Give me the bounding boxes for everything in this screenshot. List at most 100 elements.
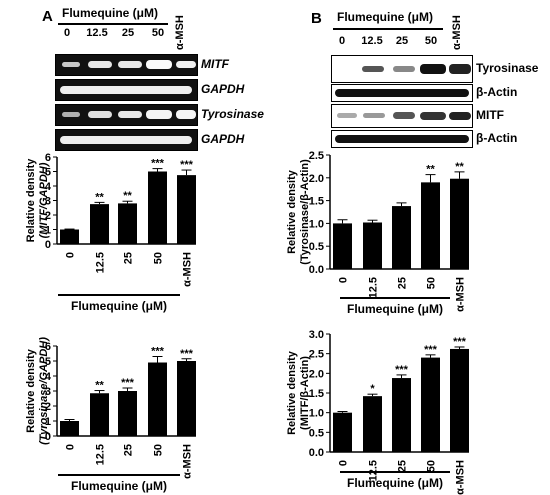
blot-mitf [331,104,473,128]
band [393,66,415,72]
band [60,136,192,144]
chart-3-ylabel-line1: Relative density [286,350,298,435]
chart-3-y-tick-label: 3.0 [309,329,324,341]
panel-b-lane-12-5: 12.5 [361,35,383,47]
chart-1-x-tick-label: 12.5 [95,444,107,465]
band [420,112,446,120]
blot-label-beta-actin-1: β-Actin [476,85,518,99]
panel-a-lane-25: 25 [121,27,135,39]
chart-1-significance: *** [151,346,165,358]
chart-2-x-tick-label: 0 [338,277,350,283]
chart-3-ylabel-line2: (MITF/β-Actin) [299,356,311,430]
chart-0-significance: ** [123,190,132,202]
chart-0-y-tick-label: 0 [45,239,51,251]
chart-1-significance: ** [95,380,104,392]
chart-0-x-tick-label: 12.5 [95,252,107,273]
gel-label-tyrosinase: Tyrosinase [201,107,264,121]
chart-2-y-tick-label: 2.5 [309,150,324,162]
band [335,135,469,143]
band [363,113,385,118]
chart-1-bar [177,361,196,436]
band [449,112,471,120]
chart-1-bar [148,362,167,436]
chart-3-y-tick-label: 1.5 [309,388,324,400]
band [362,66,384,72]
band [176,110,196,119]
blot-label-tyrosinase: Tyrosinase [476,61,539,75]
chart-2-xlabel: Flumequine (μM) [347,302,443,316]
panel-b-letter: B [311,10,322,27]
chart-1-x-tick-label: α-MSH [182,444,194,479]
chart-3-x-tick-label: α-MSH [455,460,467,495]
panel-b-lane-25: 25 [395,35,409,47]
chart-0-significance: ** [95,191,104,203]
chart-1-x-tick-label: 50 [153,444,165,456]
chart-2-x-tick-label: 25 [397,277,409,289]
chart-2-ylabel-line2: (Tyrosinase/β-Actin) [299,159,311,265]
chart-1-y-tick-label: 6 [45,341,51,353]
chart-0-x-tick-label: 0 [65,252,77,258]
chart-1-ylabel-line1: Relative density [25,348,37,433]
chart-0-significance: *** [180,159,194,171]
chart-3-bar [333,412,352,452]
chart-0-bar [118,203,137,244]
band [60,86,192,94]
chart-3-xlabel: Flumequine (μM) [347,476,443,490]
chart-3-y-tick-label: 2.0 [309,368,324,380]
panel-a-lane-50: 50 [151,27,165,39]
chart-3-significance: *** [395,364,409,376]
chart-0-significance: *** [151,158,165,170]
chart-3-x-tick-label: 12.5 [368,460,380,481]
band [118,61,142,68]
chart-3-y-tick-label: 0.5 [309,427,324,439]
panel-a-lane-0: 0 [63,27,71,39]
chart-1-significance: *** [180,348,194,360]
chart-2-y-tick-label: 1.5 [309,196,324,208]
gel-label-mitf: MITF [201,57,229,71]
gel-label-gapdh-1: GAPDH [201,82,245,96]
chart-2-y-tick-label: 0.5 [309,241,324,253]
chart-2-x-tick-label: 50 [426,277,438,289]
chart-0-y-tick-label: 3 [45,196,51,208]
chart-2-bar [421,182,440,269]
chart-0-bar [60,229,79,244]
panel-b-lane-50: 50 [424,35,438,47]
band [146,60,172,69]
chart-3-significance: *** [453,336,467,348]
gel-mitf [55,54,198,76]
blot-label-mitf: MITF [476,108,504,122]
chart-1-y-tick-label: 1 [45,416,51,428]
band [88,61,112,68]
chart-0-xlabel: Flumequine (μM) [71,299,167,313]
chart-3-bar [450,348,469,452]
chart-3-bar [421,357,440,452]
band [449,64,471,74]
panel-b-header-underline [333,28,443,30]
chart-2-x-tick-label: 12.5 [368,277,380,298]
chart-2-bar [392,206,411,269]
chart-0-y-tick-label: 1 [45,225,51,237]
band [393,112,415,119]
chart-1-bar [118,391,137,436]
chart-1-y-tick-label: 3 [45,386,51,398]
panel-a-letter: A [42,8,53,25]
panel-a-lane-12-5: 12.5 [86,27,108,39]
gel-gapdh-2 [55,129,198,151]
chart-3-x-tick-label: 0 [338,460,350,466]
band [118,111,142,118]
chart-0-x-tick-label: α-MSH [182,252,194,287]
chart-2-bar [363,222,382,269]
blot-label-beta-actin-2: β-Actin [476,131,518,145]
chart-0-ylabel-line2: (MITF/GAPDH) [38,162,50,238]
chart-1-xlabel: Flumequine (μM) [71,479,167,493]
chart-0-y-tick-label: 6 [45,152,51,164]
band [62,112,80,117]
band [146,110,172,119]
chart-1-bar [60,421,79,436]
chart-0-y-tick-label: 4 [45,181,52,193]
chart-0-x-tick-label: 25 [123,252,135,264]
chart-3-y-tick-label: 2.5 [309,349,324,361]
chart-2-ylabel-line1: Relative density [286,169,298,254]
chart-3-y-tick-label: 0.0 [309,447,324,459]
